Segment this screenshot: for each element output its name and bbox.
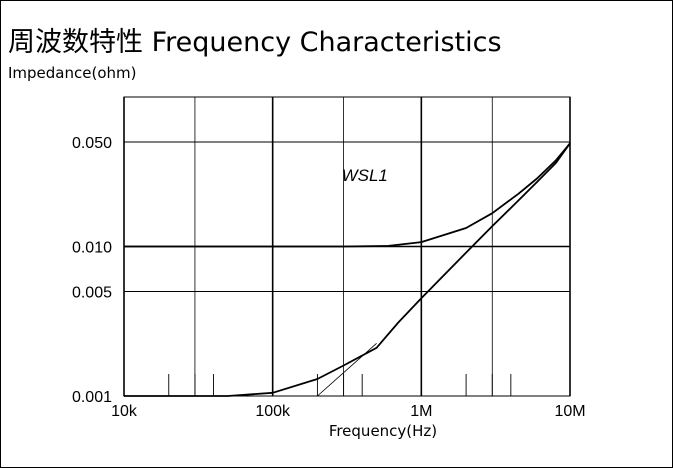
y-tick-label: 0.010 — [72, 240, 112, 257]
series-line-2 — [124, 142, 571, 248]
x-axis-label: Frequency(Hz) — [329, 422, 437, 440]
series-annotation: WSL1 — [342, 166, 388, 185]
y-tick-label: 0.050 — [72, 135, 112, 152]
x-tick-label: 1M — [410, 403, 432, 420]
series-line-3 — [317, 343, 377, 397]
series-line-1 — [124, 142, 571, 397]
x-tick-label: 100k — [255, 403, 291, 420]
y-tick-label: 0.005 — [72, 285, 112, 302]
x-tick-label: 10k — [111, 403, 138, 420]
y-tick-label: 0.001 — [72, 389, 112, 406]
chart-title: 周波数特性 Frequency Characteristics — [8, 27, 502, 58]
x-tick-label: 10M — [554, 403, 585, 420]
y-axis-label: Impedance(ohm) — [8, 64, 137, 82]
